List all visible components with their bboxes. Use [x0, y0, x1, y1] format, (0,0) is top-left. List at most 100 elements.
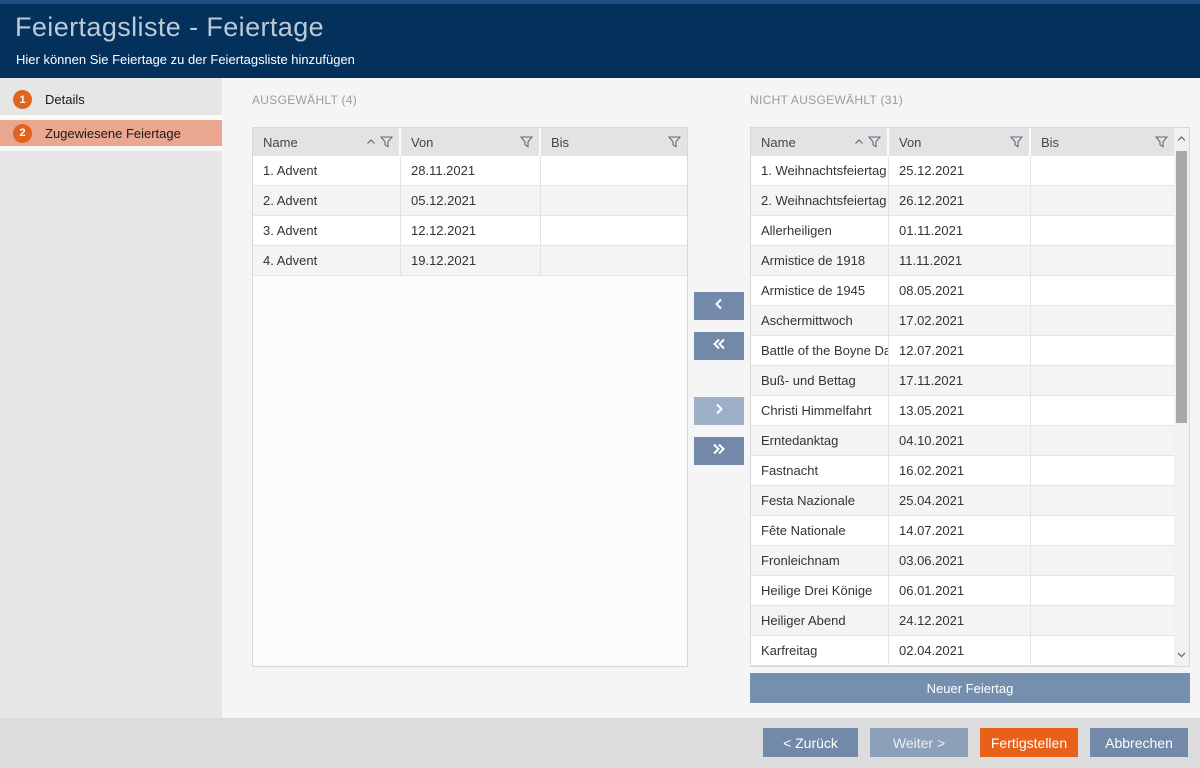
sort-ascending-icon [366, 138, 376, 146]
column-header-name[interactable]: Name [751, 128, 889, 156]
table-row[interactable]: 2. Advent 05.12.2021 [253, 186, 687, 216]
cell-bis [1031, 486, 1174, 515]
sidebar-step-zugewiesene-feiertage[interactable]: 2 Zugewiesene Feiertage [0, 115, 233, 151]
table-row[interactable]: Armistice de 1918 11.11.2021 [751, 246, 1174, 276]
table-row[interactable]: Allerheiligen 01.11.2021 [751, 216, 1174, 246]
move-right-button[interactable] [694, 397, 744, 425]
cell-von: 12.07.2021 [889, 336, 1031, 365]
cell-name: Armistice de 1945 [751, 276, 889, 305]
chevron-right-icon [712, 402, 726, 421]
table-row[interactable]: Buß- und Bettag 17.11.2021 [751, 366, 1174, 396]
filter-icon[interactable] [868, 136, 881, 148]
table-row[interactable]: Heiliger Abend 24.12.2021 [751, 606, 1174, 636]
cell-von: 05.12.2021 [401, 186, 541, 215]
scroll-up-icon[interactable] [1174, 130, 1189, 148]
cell-name: Fronleichnam [751, 546, 889, 575]
cell-bis [1031, 306, 1174, 335]
column-header-name[interactable]: Name [253, 128, 401, 156]
table-row[interactable]: 2. Weihnachtsfeiertag 26.12.2021 [751, 186, 1174, 216]
cell-name: Karfreitag [751, 636, 889, 665]
cell-von: 11.11.2021 [889, 246, 1031, 275]
cell-bis [1031, 186, 1174, 215]
cell-bis [1031, 366, 1174, 395]
step-label: Zugewiesene Feiertage [45, 125, 181, 141]
move-all-left-button[interactable] [694, 332, 744, 360]
cell-name: Heiliger Abend [751, 606, 889, 635]
filter-icon[interactable] [1155, 136, 1168, 148]
cell-bis [541, 216, 687, 245]
column-header-bis[interactable]: Bis [541, 128, 687, 156]
cell-von: 08.05.2021 [889, 276, 1031, 305]
cell-bis [1031, 636, 1174, 665]
unselected-panel-title: NICHT AUSGEWÄHLT (31) [750, 93, 903, 107]
move-left-button[interactable] [694, 292, 744, 320]
scroll-down-icon[interactable] [1174, 646, 1189, 664]
cell-von: 13.05.2021 [889, 396, 1031, 425]
table-row[interactable]: Fronleichnam 03.06.2021 [751, 546, 1174, 576]
table-row[interactable]: Festa Nazionale 25.04.2021 [751, 486, 1174, 516]
cell-name: 4. Advent [253, 246, 401, 275]
cell-von: 17.11.2021 [889, 366, 1031, 395]
cell-name: Aschermittwoch [751, 306, 889, 335]
table-row[interactable]: Armistice de 1945 08.05.2021 [751, 276, 1174, 306]
move-all-right-button[interactable] [694, 437, 744, 465]
table-row[interactable]: 4. Advent 19.12.2021 [253, 246, 687, 276]
table-header: Name Von Bis [253, 128, 687, 156]
cell-von: 14.07.2021 [889, 516, 1031, 545]
cell-bis [1031, 276, 1174, 305]
cell-name: Fête Nationale [751, 516, 889, 545]
scrollbar-thumb[interactable] [1176, 151, 1187, 423]
filter-icon[interactable] [668, 136, 681, 148]
cell-name: Christi Himmelfahrt [751, 396, 889, 425]
table-row[interactable]: 3. Advent 12.12.2021 [253, 216, 687, 246]
cell-bis [541, 156, 687, 185]
column-header-bis[interactable]: Bis [1031, 128, 1174, 156]
cell-name: Erntedanktag [751, 426, 889, 455]
step-label: Details [45, 92, 85, 107]
table-row[interactable]: Erntedanktag 04.10.2021 [751, 426, 1174, 456]
table-row[interactable]: Heilige Drei Könige 06.01.2021 [751, 576, 1174, 606]
column-header-von[interactable]: Von [401, 128, 541, 156]
filter-icon[interactable] [1010, 136, 1023, 148]
table-header: Name Von Bis [751, 128, 1174, 156]
cell-von: 17.02.2021 [889, 306, 1031, 335]
cell-von: 06.01.2021 [889, 576, 1031, 605]
cancel-button[interactable]: Abbrechen [1090, 728, 1188, 757]
cell-name: 1. Weihnachtsfeiertag [751, 156, 889, 185]
table-row[interactable]: Aschermittwoch 17.02.2021 [751, 306, 1174, 336]
cell-bis [1031, 516, 1174, 545]
next-button[interactable]: Weiter > [870, 728, 968, 757]
cell-von: 19.12.2021 [401, 246, 541, 275]
column-header-von[interactable]: Von [889, 128, 1031, 156]
table-row[interactable]: 1. Advent 28.11.2021 [253, 156, 687, 186]
table-row[interactable]: Fête Nationale 14.07.2021 [751, 516, 1174, 546]
vertical-scrollbar[interactable] [1174, 128, 1189, 666]
cell-name: 2. Weihnachtsfeiertag [751, 186, 889, 215]
table-row[interactable]: Karfreitag 02.04.2021 [751, 636, 1174, 666]
chevron-left-icon [712, 297, 726, 316]
page-subtitle: Hier können Sie Feiertage zu der Feierta… [16, 52, 355, 67]
cell-bis [1031, 336, 1174, 365]
table-row[interactable]: Fastnacht 16.02.2021 [751, 456, 1174, 486]
filter-icon[interactable] [380, 136, 393, 148]
main-content: AUSGEWÄHLT (4) NICHT AUSGEWÄHLT (31) Nam… [222, 78, 1200, 718]
page-title: Feiertagsliste - Feiertage [15, 12, 325, 42]
sidebar-step-details[interactable]: 1 Details [0, 84, 222, 115]
wizard-header: Feiertagsliste - Feiertage Hier können S… [0, 0, 1200, 78]
cell-bis [1031, 456, 1174, 485]
cell-name: Buß- und Bettag [751, 366, 889, 395]
new-holiday-button[interactable]: Neuer Feiertag [750, 673, 1190, 703]
cell-bis [1031, 576, 1174, 605]
table-row[interactable]: Christi Himmelfahrt 13.05.2021 [751, 396, 1174, 426]
table-row[interactable]: Battle of the Boyne Da 12.07.2021 [751, 336, 1174, 366]
wizard-sidebar: 1 Details 2 Zugewiesene Feiertage [0, 78, 233, 718]
filter-icon[interactable] [520, 136, 533, 148]
cell-von: 16.02.2021 [889, 456, 1031, 485]
back-button[interactable]: < Zurück [763, 728, 858, 757]
cell-von: 03.06.2021 [889, 546, 1031, 575]
table-row[interactable]: 1. Weihnachtsfeiertag 25.12.2021 [751, 156, 1174, 186]
finish-button[interactable]: Fertigstellen [980, 728, 1078, 757]
cell-von: 24.12.2021 [889, 606, 1031, 635]
cell-bis [1031, 216, 1174, 245]
double-chevron-right-icon [710, 442, 728, 461]
